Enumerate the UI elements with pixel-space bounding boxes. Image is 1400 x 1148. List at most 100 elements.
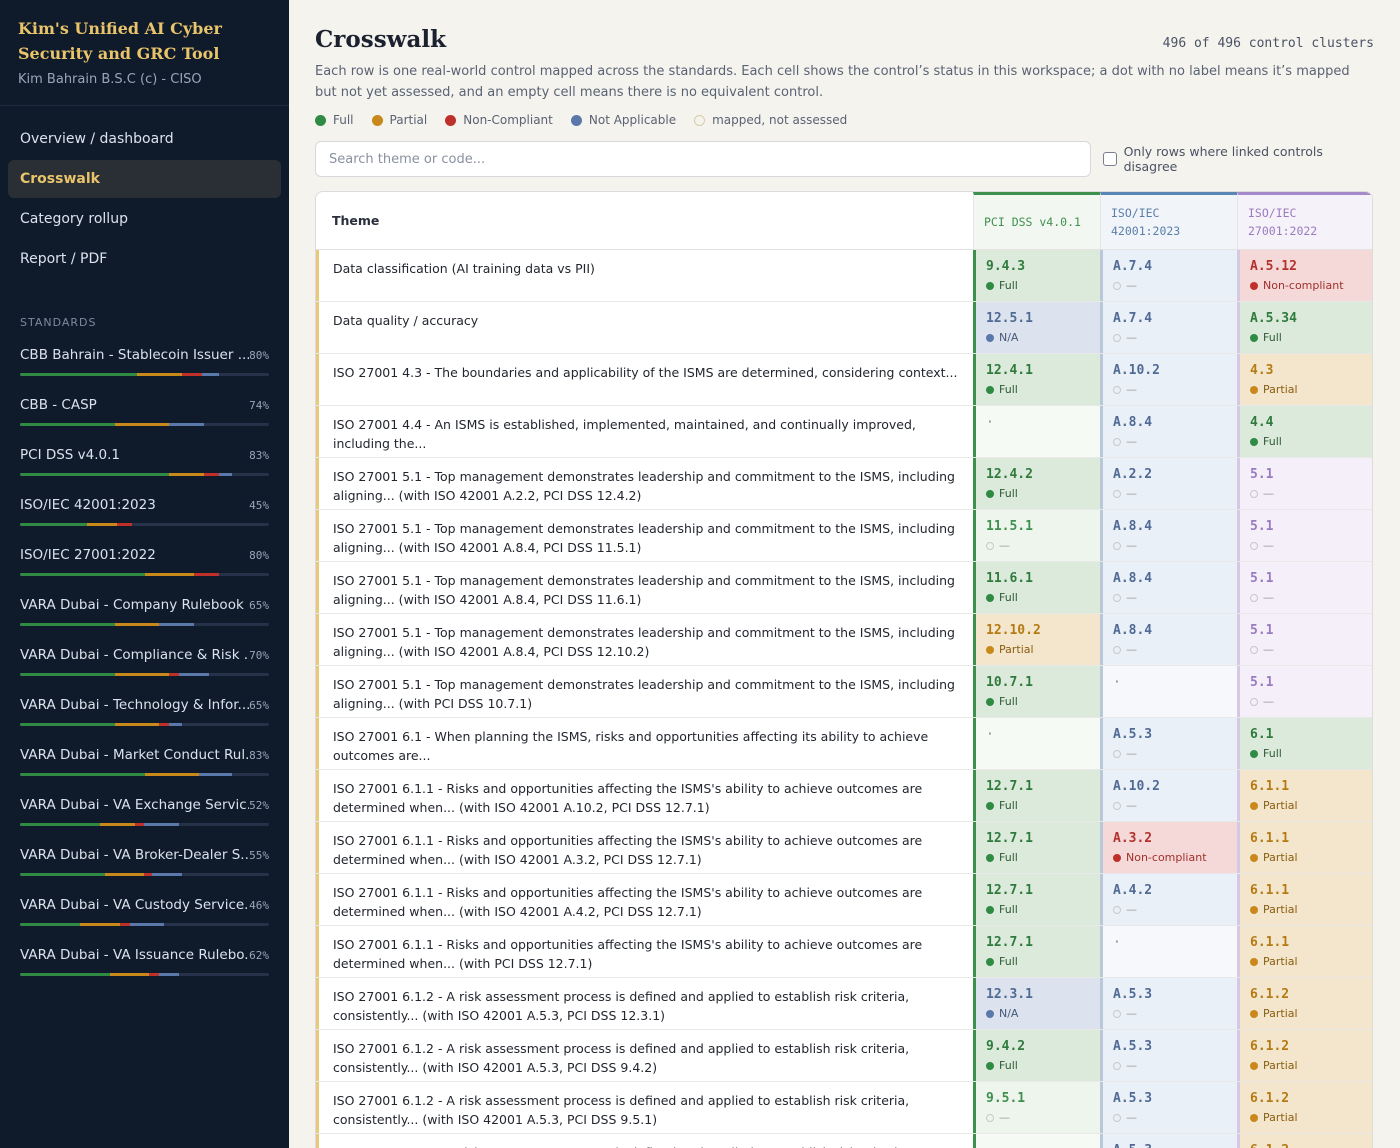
standard-item[interactable]: ISO/IEC 42001:2023 45% <box>0 489 289 539</box>
header-iso-27001[interactable]: ISO/IEC 27001:2022 <box>1237 192 1372 249</box>
header-iso-42001[interactable]: ISO/IEC 42001:2023 <box>1100 192 1237 249</box>
table-row[interactable]: ISO 27001 4.4 - An ISMS is established, … <box>316 406 1372 458</box>
control-cell-iso27[interactable]: 6.1.1 Partial <box>1237 926 1372 977</box>
standard-item[interactable]: VARA Dubai - Market Conduct Rul... 83% <box>0 739 289 789</box>
control-cell-iso42[interactable]: A.10.2 — <box>1100 354 1237 405</box>
control-cell-iso27[interactable]: A.5.34 Full <box>1237 302 1372 353</box>
table-row[interactable]: ISO 27001 6.1.2 - A risk assessment proc… <box>316 1030 1372 1082</box>
control-cell-pci[interactable]: 11.5.1 — <box>973 510 1100 561</box>
control-cell-iso27[interactable]: 5.1 — <box>1237 510 1372 561</box>
control-cell-iso42[interactable]: A.2.2 — <box>1100 458 1237 509</box>
control-cell-iso27[interactable]: 6.1.1 Partial <box>1237 874 1372 925</box>
table-row[interactable]: ISO 27001 6.1.1 - Risks and opportunitie… <box>316 822 1372 874</box>
standard-item[interactable]: VARA Dubai - VA Broker-Dealer S... 55% <box>0 839 289 889</box>
control-cell-iso27[interactable]: 5.1 — <box>1237 458 1372 509</box>
table-row[interactable]: ISO 27001 6.1.1 - Risks and opportunitie… <box>316 874 1372 926</box>
control-cell-iso42[interactable]: A.3.2 Non-compliant <box>1100 822 1237 873</box>
control-cell-iso27[interactable]: 5.1 — <box>1237 562 1372 613</box>
standard-item[interactable]: ISO/IEC 27001:2022 80% <box>0 539 289 589</box>
standard-item[interactable]: VARA Dubai - VA Issuance Rulebo... 62% <box>0 939 289 989</box>
control-cell-iso27[interactable]: A.5.12 Non-compliant <box>1237 250 1372 301</box>
disagree-filter[interactable]: Only rows where linked controls disagree <box>1102 144 1374 174</box>
control-cell-pci[interactable]: · <box>973 406 1100 457</box>
table-row[interactable]: ISO 27001 6.1.2 - A risk assessment proc… <box>316 1134 1372 1148</box>
table-row[interactable]: ISO 27001 5.1 - Top management demonstra… <box>316 614 1372 666</box>
control-cell-iso42[interactable]: A.10.2 — <box>1100 770 1237 821</box>
control-cell-iso42[interactable]: A.5.3— <box>1100 978 1237 1029</box>
table-row[interactable]: Data classification (AI training data vs… <box>316 250 1372 302</box>
control-cell-pci[interactable]: 12.10.2 Partial <box>973 614 1100 665</box>
control-cell-iso27[interactable]: 6.1.1 Partial <box>1237 822 1372 873</box>
table-row[interactable]: ISO 27001 5.1 - Top management demonstra… <box>316 458 1372 510</box>
control-cell-iso27[interactable]: 5.1 — <box>1237 614 1372 665</box>
standard-item[interactable]: VARA Dubai - VA Exchange Servic... 52% <box>0 789 289 839</box>
control-cell-iso42[interactable]: A.5.3— <box>1100 1030 1237 1081</box>
control-cell-iso42[interactable]: A.5.3— <box>1100 1134 1237 1148</box>
control-cell-pci[interactable]: 12.7.1 Full <box>973 874 1100 925</box>
header-theme[interactable]: Theme <box>332 213 380 228</box>
control-cell-iso42[interactable]: · <box>1100 926 1237 977</box>
control-cell-iso27[interactable]: 5.1 — <box>1237 666 1372 717</box>
control-cell-iso27[interactable]: 6.1 Full <box>1237 718 1372 769</box>
control-cell-iso42[interactable]: · <box>1100 666 1237 717</box>
standard-item[interactable]: CBB Bahrain - Stablecoin Issuer ... 80% <box>0 339 289 389</box>
control-cell-iso42[interactable]: A.7.4 — <box>1100 302 1237 353</box>
standard-percent: 74% <box>249 398 269 412</box>
control-cell-iso42[interactable]: A.8.4 — <box>1100 510 1237 561</box>
control-cell-pci[interactable]: · <box>973 718 1100 769</box>
control-cell-iso27[interactable]: 4.4 Full <box>1237 406 1372 457</box>
table-row[interactable]: Data quality / accuracy 12.5.1 N/A A.7.4— A.… <box>316 302 1372 354</box>
table-row[interactable]: ISO 27001 6.1.2 - A risk assessment proc… <box>316 978 1372 1030</box>
nav-item-crosswalk[interactable]: Crosswalk <box>8 160 281 198</box>
standard-item[interactable]: VARA Dubai - Compliance & Risk ... 70% <box>0 639 289 689</box>
table-row[interactable]: ISO 27001 5.1 - Top management demonstra… <box>316 666 1372 718</box>
disagree-checkbox[interactable] <box>1102 152 1117 166</box>
control-cell-pci[interactable]: 9.4.3 Full <box>973 250 1100 301</box>
status-dot-icon <box>1113 1009 1121 1018</box>
control-cell-pci[interactable]: · <box>973 1134 1100 1148</box>
standard-item[interactable]: CBB - CASP 74% <box>0 389 289 439</box>
standard-percent: 65% <box>249 698 269 712</box>
table-row[interactable]: ISO 27001 6.1.2 - A risk assessment proc… <box>316 1082 1372 1134</box>
control-cell-iso27[interactable]: 6.1.1 Partial <box>1237 770 1372 821</box>
control-cell-pci[interactable]: 12.3.1 N/A <box>973 978 1100 1029</box>
control-cell-pci[interactable]: 9.4.2 Full <box>973 1030 1100 1081</box>
header-pci-dss[interactable]: PCI DSS v4.0.1 <box>973 192 1100 249</box>
standard-item[interactable]: VARA Dubai - Technology & Infor... 65% <box>0 689 289 739</box>
control-cell-pci[interactable]: 12.7.1 Full <box>973 770 1100 821</box>
control-cell-pci[interactable]: 12.4.2 Full <box>973 458 1100 509</box>
standard-item[interactable]: VARA Dubai - VA Custody Service... 46% <box>0 889 289 939</box>
control-cell-iso42[interactable]: A.8.4 — <box>1100 614 1237 665</box>
table-row[interactable]: ISO 27001 5.1 - Top management demonstra… <box>316 562 1372 614</box>
control-cell-iso42[interactable]: A.7.4 — <box>1100 250 1237 301</box>
control-cell-iso42[interactable]: A.8.4 — <box>1100 406 1237 457</box>
table-row[interactable]: ISO 27001 5.1 - Top management demonstra… <box>316 510 1372 562</box>
control-cell-pci[interactable]: 11.6.1 Full <box>973 562 1100 613</box>
control-cell-iso42[interactable]: A.8.4 — <box>1100 562 1237 613</box>
nav-item-report-pdf[interactable]: Report / PDF <box>20 251 108 267</box>
control-cell-pci[interactable]: 12.7.1 Full <box>973 926 1100 977</box>
control-cell-pci[interactable]: 12.5.1 N/A <box>973 302 1100 353</box>
table-row[interactable]: ISO 27001 6.1.1 - Risks and opportunitie… <box>316 926 1372 978</box>
control-cell-iso27[interactable]: 4.3 Partial <box>1237 354 1372 405</box>
nav-item-category-rollup[interactable]: Category rollup <box>20 211 128 227</box>
nav-item-overview-dashboard[interactable]: Overview / dashboard <box>20 131 174 147</box>
control-cell-pci[interactable]: 12.7.1 Full <box>973 822 1100 873</box>
table-row[interactable]: ISO 27001 6.1 - When planning the ISMS, … <box>316 718 1372 770</box>
search-input[interactable] <box>315 141 1091 177</box>
table-row[interactable]: ISO 27001 6.1.1 - Risks and opportunitie… <box>316 770 1372 822</box>
control-cell-iso42[interactable]: A.5.3— <box>1100 718 1237 769</box>
control-cell-pci[interactable]: 9.5.1 — <box>973 1082 1100 1133</box>
control-cell-pci[interactable]: 10.7.1 Full <box>973 666 1100 717</box>
standard-item[interactable]: PCI DSS v4.0.1 83% <box>0 439 289 489</box>
control-cell-iso42[interactable]: A.5.3— <box>1100 1082 1237 1133</box>
control-cell-pci[interactable]: 12.4.1 Full <box>973 354 1100 405</box>
progress-segment <box>114 623 160 626</box>
control-cell-iso42[interactable]: A.4.2 — <box>1100 874 1237 925</box>
standard-item[interactable]: VARA Dubai - Company Rulebook 65% <box>0 589 289 639</box>
table-row[interactable]: ISO 27001 4.3 - The boundaries and appli… <box>316 354 1372 406</box>
